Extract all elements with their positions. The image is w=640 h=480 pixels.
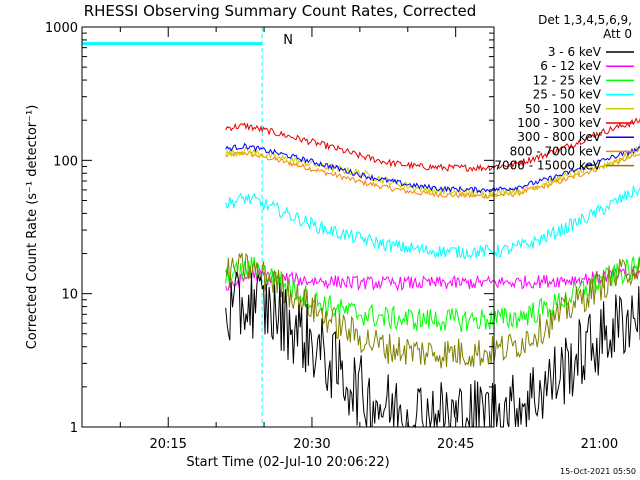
legend-header-line1: Det 1,3,4,5,6,9, bbox=[538, 13, 632, 27]
series-line-7 bbox=[225, 150, 640, 199]
y-tick-label-0: 1 bbox=[70, 421, 78, 436]
chart-title: RHESSI Observing Summary Count Rates, Co… bbox=[84, 2, 477, 20]
timestamp: 15-Oct-2021 05:50 bbox=[560, 467, 636, 476]
legend-label-7: 800 - 7000 keV bbox=[510, 144, 602, 158]
series-line-6 bbox=[225, 142, 640, 194]
series-line-2 bbox=[225, 256, 640, 333]
x-axis-label: Start Time (02-Jul-10 20:06:22) bbox=[186, 455, 389, 470]
plot-frame bbox=[81, 26, 495, 428]
legend-header-line2: Att 0 bbox=[603, 27, 632, 41]
legend-label-8: 7000 - 15000 keV bbox=[494, 159, 601, 173]
y-tick-labels: 1 10 100 1000 bbox=[45, 21, 78, 436]
legend-label-2: 12 - 25 keV bbox=[533, 73, 602, 87]
y-tick-label-2: 100 bbox=[53, 154, 78, 169]
x-tick-label-2: 20:45 bbox=[437, 437, 474, 452]
legend-label-4: 50 - 100 keV bbox=[525, 102, 602, 116]
legend-label-6: 300 - 800 keV bbox=[517, 130, 601, 144]
y-axis-label: Corrected Count Rate (s⁻¹ detector⁻¹) bbox=[25, 105, 40, 350]
legend-label-0: 3 - 6 keV bbox=[548, 45, 602, 59]
y-tick-label-3: 1000 bbox=[45, 21, 78, 36]
series-line-1 bbox=[225, 266, 640, 292]
x-tick-label-3: 21:00 bbox=[581, 437, 618, 452]
series-line-8 bbox=[225, 252, 640, 369]
axis-ticks bbox=[82, 26, 494, 428]
marker-label-n: N bbox=[283, 33, 293, 48]
x-tick-label-1: 20:30 bbox=[293, 437, 330, 452]
legend-label-5: 100 - 300 keV bbox=[517, 116, 601, 130]
series-line-3 bbox=[225, 185, 640, 260]
series-line-0 bbox=[225, 271, 640, 429]
series-lines bbox=[225, 117, 640, 429]
legend-label-1: 6 - 12 keV bbox=[540, 59, 602, 73]
y-tick-label-1: 10 bbox=[61, 288, 78, 303]
x-tick-label-0: 20:15 bbox=[149, 437, 186, 452]
series-line-5 bbox=[225, 117, 640, 173]
legend-label-3: 25 - 50 keV bbox=[533, 88, 602, 102]
